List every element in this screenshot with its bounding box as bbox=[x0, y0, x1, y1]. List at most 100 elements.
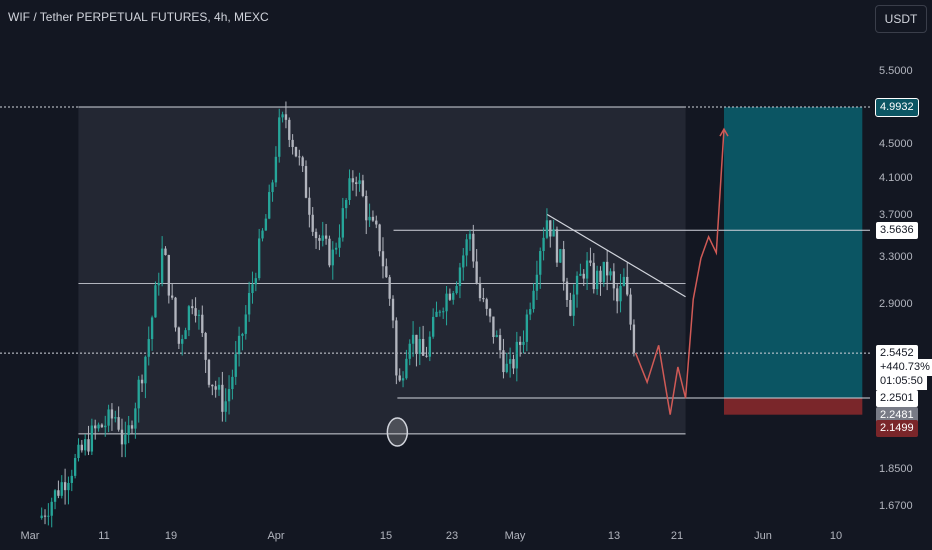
candle-body bbox=[67, 482, 70, 491]
candle bbox=[355, 176, 358, 197]
candle bbox=[298, 149, 301, 166]
candle-body bbox=[495, 335, 498, 337]
candle bbox=[107, 404, 110, 433]
candle-body bbox=[592, 262, 595, 290]
candle bbox=[137, 375, 140, 423]
candle-body bbox=[569, 299, 572, 316]
candle bbox=[214, 380, 217, 398]
candle-body bbox=[411, 334, 415, 344]
candle-body bbox=[338, 237, 341, 248]
candle bbox=[452, 290, 455, 305]
candle bbox=[120, 418, 124, 458]
candle-body bbox=[629, 294, 632, 325]
candle bbox=[271, 179, 274, 202]
candle bbox=[532, 283, 535, 313]
candle-body bbox=[114, 417, 117, 419]
candle bbox=[572, 284, 575, 327]
candle-body bbox=[498, 335, 502, 351]
candle bbox=[371, 210, 375, 222]
candle bbox=[207, 358, 211, 388]
candle-body bbox=[301, 157, 304, 167]
candle-body bbox=[579, 273, 582, 276]
candle-body bbox=[595, 270, 599, 290]
candle bbox=[605, 249, 609, 291]
candle bbox=[114, 410, 117, 423]
candle bbox=[344, 198, 348, 219]
candle-body bbox=[204, 333, 207, 360]
candle-body bbox=[191, 306, 194, 309]
candle bbox=[595, 265, 599, 295]
candle bbox=[328, 235, 331, 268]
candle-body bbox=[525, 314, 529, 342]
candle bbox=[97, 422, 100, 432]
x-tick-label: 11 bbox=[98, 530, 110, 542]
candle-body bbox=[371, 216, 375, 221]
candle-body bbox=[124, 434, 127, 445]
candle bbox=[211, 384, 214, 396]
candle-body bbox=[435, 311, 438, 317]
candle bbox=[57, 480, 60, 499]
candle-body bbox=[244, 314, 247, 334]
candle bbox=[602, 261, 605, 287]
candle bbox=[60, 475, 63, 499]
candle-body bbox=[308, 197, 311, 215]
candle-body bbox=[365, 195, 368, 221]
x-tick-label: 21 bbox=[670, 530, 684, 542]
candle-body bbox=[405, 358, 408, 379]
x-tick-label: 10 bbox=[829, 530, 843, 542]
candle-body bbox=[57, 490, 60, 496]
candle bbox=[378, 223, 381, 257]
candle-body bbox=[97, 424, 100, 429]
candle bbox=[505, 352, 508, 374]
candle bbox=[40, 507, 43, 520]
candle bbox=[438, 309, 442, 317]
candle-body bbox=[475, 261, 478, 283]
candle-body bbox=[395, 320, 398, 376]
candle bbox=[201, 305, 204, 337]
candle-body bbox=[518, 341, 522, 345]
candle bbox=[318, 234, 321, 251]
candle-body bbox=[605, 261, 609, 276]
candle bbox=[268, 184, 271, 220]
symbol-title[interactable]: WIF / Tether PERPETUAL FUTURES, 4h, MEXC bbox=[8, 10, 269, 24]
candle bbox=[324, 223, 328, 245]
candle bbox=[308, 187, 311, 228]
candle bbox=[522, 330, 525, 354]
candle bbox=[401, 371, 405, 388]
candle-body bbox=[254, 278, 257, 285]
x-tick-label: Jun bbox=[754, 530, 772, 542]
candle-body bbox=[582, 273, 585, 279]
candle bbox=[191, 299, 194, 315]
candle-body bbox=[201, 314, 204, 334]
candle bbox=[84, 434, 87, 456]
candle-body bbox=[428, 336, 431, 357]
candle bbox=[418, 326, 421, 366]
candle-body bbox=[60, 482, 63, 496]
candle bbox=[181, 334, 184, 356]
candle bbox=[140, 374, 144, 392]
candle-body bbox=[378, 224, 381, 252]
price-tag-last: 2.5452 bbox=[876, 345, 918, 363]
candle bbox=[385, 258, 388, 278]
candle-body bbox=[234, 354, 237, 377]
candle bbox=[626, 262, 629, 297]
candle-body bbox=[361, 180, 365, 196]
candle-body bbox=[214, 386, 217, 390]
candle-body bbox=[271, 182, 274, 193]
candle-body bbox=[311, 214, 314, 232]
candle-body bbox=[268, 192, 271, 219]
candle bbox=[237, 326, 241, 367]
candle bbox=[539, 247, 542, 289]
candle-body bbox=[452, 293, 455, 300]
currency-button[interactable]: USDT bbox=[875, 5, 927, 33]
candle bbox=[421, 325, 425, 357]
candle-body bbox=[187, 306, 191, 331]
candle bbox=[435, 301, 438, 318]
wick-marker-circle bbox=[386, 417, 409, 447]
candle bbox=[261, 228, 264, 242]
candle-body bbox=[107, 409, 110, 426]
candle bbox=[134, 402, 137, 439]
candle-body bbox=[261, 230, 264, 239]
candle bbox=[288, 117, 291, 148]
